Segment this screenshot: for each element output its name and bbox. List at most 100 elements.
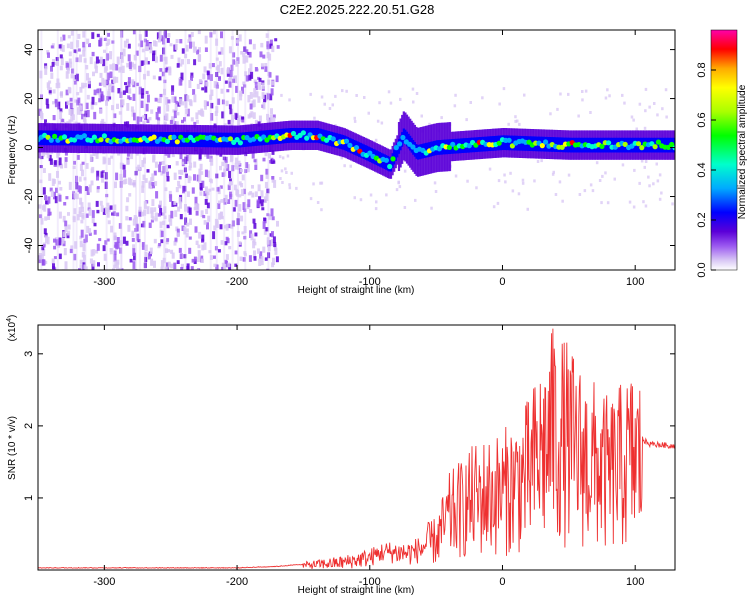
noise-speck (185, 44, 189, 52)
noise-speck (93, 222, 97, 227)
ridge-core (164, 138, 170, 144)
noise-speck (280, 93, 283, 97)
noise-speck (126, 159, 130, 165)
ridge-body (557, 137, 560, 152)
noise-speck (398, 185, 402, 189)
noise-speck (263, 217, 267, 222)
noise-speck (135, 152, 139, 156)
noise-speck (77, 48, 81, 52)
noise-speck (102, 208, 106, 215)
noise-speck (211, 63, 215, 68)
y-tick-label: -40 (23, 238, 35, 254)
noise-speck (204, 47, 208, 52)
ridge-body (394, 146, 397, 161)
noise-speck (67, 86, 71, 94)
ridge-body (364, 145, 367, 160)
ridge-core (353, 145, 360, 151)
noise-speck (175, 187, 179, 193)
noise-speck (85, 163, 89, 169)
noise-speck (260, 174, 264, 182)
noise-speck (254, 191, 258, 197)
noise-speck (190, 32, 194, 37)
noise-speck (188, 165, 192, 171)
noise-speck (221, 266, 225, 270)
ridge-body (405, 131, 409, 147)
noise-speck (70, 245, 74, 249)
noise-speck (54, 99, 58, 108)
noise-speck (219, 212, 223, 219)
noise-speck (50, 45, 54, 49)
noise-speck (155, 111, 159, 120)
noise-speck (268, 160, 272, 164)
noise-speck (84, 110, 88, 115)
noise-speck (53, 256, 57, 260)
noise-speck (561, 199, 564, 203)
y-tick-label: 3 (23, 351, 35, 357)
noise-speck (80, 229, 84, 238)
noise-speck (218, 61, 222, 67)
noise-speck (151, 173, 155, 181)
noise-speck (81, 206, 84, 213)
noise-speck (269, 43, 273, 49)
noise-speck (159, 68, 163, 72)
noise-speck (165, 164, 169, 172)
noise-speck (193, 161, 197, 168)
noise-speck (70, 116, 74, 122)
noise-speck (188, 207, 192, 215)
noise-speck (101, 118, 105, 123)
noise-speck (140, 93, 144, 99)
noise-speck (171, 90, 174, 95)
noise-speck (227, 199, 231, 204)
noise-speck (266, 268, 270, 270)
ridge-core (171, 134, 177, 140)
noise-speck (108, 96, 112, 100)
ridge-core (91, 134, 97, 140)
noise-speck (133, 63, 137, 70)
noise-speck (230, 224, 234, 229)
noise-speck (158, 161, 162, 165)
noise-speck (237, 160, 241, 165)
noise-speck (107, 89, 111, 97)
ridge-core (496, 140, 502, 146)
ridge-core (234, 137, 240, 143)
noise-speck (127, 54, 131, 62)
noise-speck (414, 198, 417, 202)
noise-speck (661, 107, 664, 111)
noise-speck (49, 187, 53, 192)
noise-speck (89, 258, 93, 264)
y-tick-label: 2 (23, 423, 35, 429)
noise-speck (533, 179, 536, 183)
noise-speck (156, 32, 160, 40)
ridge-core (390, 156, 396, 162)
noise-speck (226, 68, 230, 74)
noise-speck (113, 250, 117, 255)
noise-speck (151, 216, 155, 221)
noise-speck (48, 90, 52, 94)
noise-speck (92, 249, 96, 256)
noise-speck (240, 51, 244, 55)
noise-speck (269, 114, 273, 123)
noise-speck (79, 86, 83, 93)
noise-speck (145, 40, 149, 47)
noise-speck (49, 158, 53, 165)
ridge-core (400, 134, 406, 141)
noise-speck (171, 96, 175, 103)
noise-speck (272, 160, 276, 164)
noise-speck (53, 191, 56, 200)
noise-speck (115, 261, 119, 270)
noise-speck (44, 67, 48, 75)
noise-speck (206, 222, 209, 230)
noise-speck (97, 262, 100, 267)
noise-speck (119, 173, 123, 180)
noise-speck (94, 61, 98, 69)
noise-speck (175, 39, 179, 43)
noise-speck (226, 164, 230, 171)
noise-speck (286, 154, 290, 158)
noise-speck (234, 75, 237, 84)
noise-speck (88, 228, 92, 234)
noise-speck (132, 180, 136, 188)
noise-speck (345, 89, 348, 93)
colorbar-tick-label: 0.0 (696, 262, 708, 277)
noise-speck (51, 178, 55, 186)
noise-speck (113, 264, 117, 269)
